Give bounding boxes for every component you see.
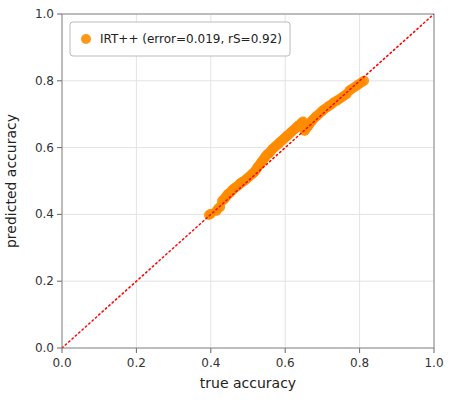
x-grid-line xyxy=(136,14,137,348)
x-tick xyxy=(434,348,435,353)
x-tick xyxy=(210,348,211,353)
legend-box xyxy=(70,22,290,56)
y-tick xyxy=(57,80,62,81)
x-tick-label: 0.2 xyxy=(127,356,146,370)
y-tick-label: 0.0 xyxy=(35,341,54,355)
x-tick xyxy=(359,348,360,353)
y-grid-line xyxy=(62,80,434,81)
axes: 0.0 0.2 0.4 0.6 0.8 1.0 0.0 0.2 0.4 0.6 0.8 1.0 xyxy=(35,7,444,370)
reference-line xyxy=(62,14,434,348)
x-tick xyxy=(62,348,63,353)
x-tick-label: 0.4 xyxy=(201,356,220,370)
grid xyxy=(62,14,434,348)
y-tick xyxy=(57,348,62,349)
y-tick xyxy=(57,14,62,15)
x-tick xyxy=(136,348,137,353)
x-grid-line xyxy=(210,14,211,348)
y-grid-line xyxy=(62,214,434,215)
legend-swatch xyxy=(81,34,91,44)
x-grid-line xyxy=(359,14,360,348)
x-tick-label: 0.0 xyxy=(52,356,71,370)
legend-label: IRT++ (error=0.019, rS=0.92) xyxy=(100,32,282,46)
y-grid-line xyxy=(62,281,434,282)
y-tick xyxy=(57,147,62,148)
y-tick-label: 0.6 xyxy=(35,141,54,155)
x-grid-line xyxy=(285,14,286,348)
y-tick-label: 0.8 xyxy=(35,74,54,88)
plot-background xyxy=(62,14,434,348)
x-tick xyxy=(285,348,286,353)
legend: IRT++ (error=0.019, rS=0.92) xyxy=(70,22,290,56)
y-tick xyxy=(57,214,62,215)
x-tick-label: 0.6 xyxy=(276,356,295,370)
y-tick-label: 0.2 xyxy=(35,274,54,288)
y-grid-line xyxy=(62,147,434,148)
x-tick-label: 1.0 xyxy=(424,356,443,370)
plot-frame xyxy=(62,14,434,348)
x-axis-label: true accuracy xyxy=(200,375,296,391)
y-tick-label: 0.4 xyxy=(35,207,54,221)
chart: 0.0 0.2 0.4 0.6 0.8 1.0 0.0 0.2 0.4 0.6 0.8 1.0 true… xyxy=(0,0,450,400)
y-tick xyxy=(57,281,62,282)
data xyxy=(62,14,434,348)
y-axis-label: predicted accuracy xyxy=(3,114,19,248)
x-tick-label: 0.8 xyxy=(350,356,369,370)
y-tick-label: 1.0 xyxy=(35,7,54,21)
